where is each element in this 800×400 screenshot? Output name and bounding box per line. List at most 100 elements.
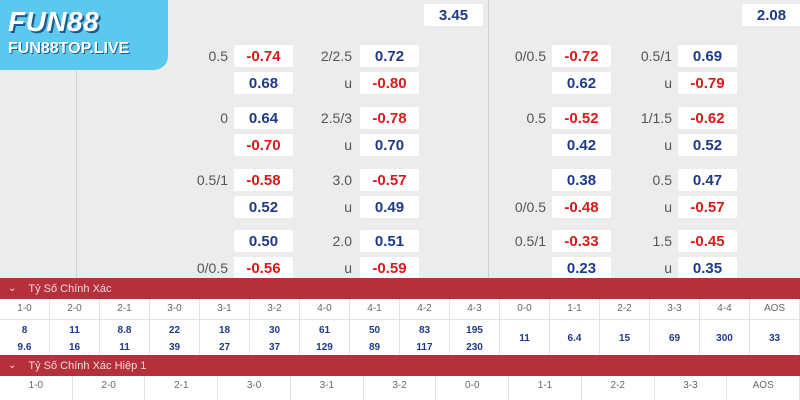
score-header: 4-1 [350,299,400,319]
odds-cell[interactable]: -0.48 [552,196,611,218]
handicap-label: 0/0.5 [514,199,546,215]
score-odds-value: 9.6 [17,341,32,353]
score-header: 3-1 [200,299,250,319]
score-header: 0-0 [500,299,550,319]
odds-cell[interactable]: -0.74 [234,45,293,67]
score-odds-value: 33 [768,333,781,344]
section-header-correct-score-half[interactable]: ⌄ Tỷ Số Chính Xác Hiệp 1 [0,355,800,376]
odds-cell[interactable]: 0.52 [234,196,293,218]
odds-cell[interactable]: -0.56 [234,257,293,279]
column-divider [76,0,77,278]
total-label: 1/1.5 [640,110,672,126]
score-header: 2-1 [100,299,150,319]
score-odds-value: 27 [218,341,231,353]
odds-cell[interactable]: -0.57 [678,196,737,218]
correct-score-header-row: 1-0 2-0 2-1 3-0 3-1 3-2 4-0 4-1 4-2 4-3 0-0 1-1 2-2 3… [0,299,800,319]
odds-cell[interactable]: -0.62 [678,107,737,129]
odds-cell[interactable]: -0.79 [678,72,737,94]
score-odds-value: 30 [268,324,281,336]
score-header: 1-1 [550,299,600,319]
score-header: 2-2 [582,376,655,400]
odds-cell[interactable]: 0.50 [234,230,293,252]
score-odds-value: 300 [716,333,733,344]
score-header: 1-0 [0,376,73,400]
odds-cell[interactable]: -0.59 [360,257,419,279]
score-odds-value: 230 [466,341,483,353]
total-label: 2/2.5 [320,48,352,64]
odds-cell[interactable]: -0.57 [360,169,419,191]
score-odds-value: 11 [519,333,530,344]
odds-cell[interactable]: 0.52 [678,134,737,156]
score-header: 3-3 [650,299,700,319]
odds-cell[interactable]: 0.62 [552,72,611,94]
score-odds-cell[interactable]: 61 129 [300,320,350,357]
odds-cell[interactable]: 0.35 [678,257,737,279]
section-header-correct-score[interactable]: ⌄ Tỷ Số Chính Xác [0,278,800,299]
score-odds-cell[interactable]: 6.4 [550,320,600,357]
odds-cell[interactable]: 0.47 [678,169,737,191]
odds-cell[interactable]: -0.78 [360,107,419,129]
score-odds-cell[interactable]: 69 [650,320,700,357]
odds-cell[interactable]: -0.33 [552,230,611,252]
odds-cell[interactable]: 0.23 [552,257,611,279]
odds-cell[interactable]: 0.49 [360,196,419,218]
under-label: u [664,199,672,215]
score-header: AOS [727,376,800,400]
score-odds-cell[interactable]: 8 9.6 [0,320,50,357]
odds-cell[interactable]: -0.52 [552,107,611,129]
logo-site: FUN88TOP.LIVE [8,40,130,57]
odds-cell-top-right[interactable]: 2.08 [742,4,800,26]
score-odds-value: 83 [418,324,431,336]
section-title: Tỷ Số Chính Xác [28,282,112,295]
handicap-label: 0 [220,110,228,126]
score-header: 1-1 [509,376,582,400]
score-header: 2-0 [50,299,100,319]
total-label: 0.5 [652,172,672,188]
score-odds-cell[interactable]: 195 230 [450,320,500,357]
total-label: 2.0 [332,233,352,249]
score-odds-cell[interactable]: 11 [500,320,550,357]
score-header: 3-3 [655,376,728,400]
odds-cell[interactable]: 0.51 [360,230,419,252]
score-odds-cell[interactable]: 18 27 [200,320,250,357]
under-label: u [664,260,672,276]
score-odds-value: 61 [318,324,331,336]
score-odds-cell[interactable]: 22 39 [150,320,200,357]
odds-cell[interactable]: 0.69 [678,45,737,67]
score-odds-cell[interactable]: 30 37 [250,320,300,357]
score-odds-value: 15 [618,333,631,344]
odds-cell[interactable]: 0.72 [360,45,419,67]
odds-cell[interactable]: -0.70 [234,134,293,156]
score-header: 2-2 [600,299,650,319]
score-odds-value: 8 [21,324,28,336]
correct-score-values-row: 8 9.6 11 16 8.8 11 22 39 18 27 30 37 61 129 50 89 83 117 1… [0,319,800,357]
total-label: 1.5 [652,233,672,249]
score-header: 3-2 [250,299,300,319]
score-header: 3-1 [291,376,364,400]
score-odds-cell[interactable]: 83 117 [400,320,450,357]
handicap-label: 0/0.5 [196,260,228,276]
odds-cell[interactable]: -0.72 [552,45,611,67]
under-label: u [344,75,352,91]
odds-cell[interactable]: -0.80 [360,72,419,94]
score-odds-cell[interactable]: 11 16 [50,320,100,357]
score-odds-cell[interactable]: 8.8 11 [100,320,150,357]
odds-cell[interactable]: 0.70 [360,134,419,156]
score-odds-cell[interactable]: 15 [600,320,650,357]
score-odds-cell[interactable]: 300 [700,320,750,357]
odds-cell[interactable]: 0.38 [552,169,611,191]
odds-cell[interactable]: -0.58 [234,169,293,191]
odds-cell[interactable]: -0.45 [678,230,737,252]
score-odds-cell[interactable]: 50 89 [350,320,400,357]
score-odds-value: 6.4 [567,333,582,344]
odds-cell[interactable]: 0.64 [234,107,293,129]
correct-score-half-header-row: 1-0 2-0 2-1 3-0 3-1 3-2 0-0 1-1 2-2 3-3 AOS [0,376,800,400]
odds-cell[interactable]: 0.68 [234,72,293,94]
odds-cell-top-left[interactable]: 3.45 [424,4,483,26]
score-header: 3-0 [218,376,291,400]
score-header: AOS [750,299,800,319]
odds-cell[interactable]: 0.42 [552,134,611,156]
score-odds-value: 16 [68,341,81,353]
section-title: Tỷ Số Chính Xác Hiệp 1 [28,359,147,372]
score-odds-cell[interactable]: 33 [750,320,800,357]
